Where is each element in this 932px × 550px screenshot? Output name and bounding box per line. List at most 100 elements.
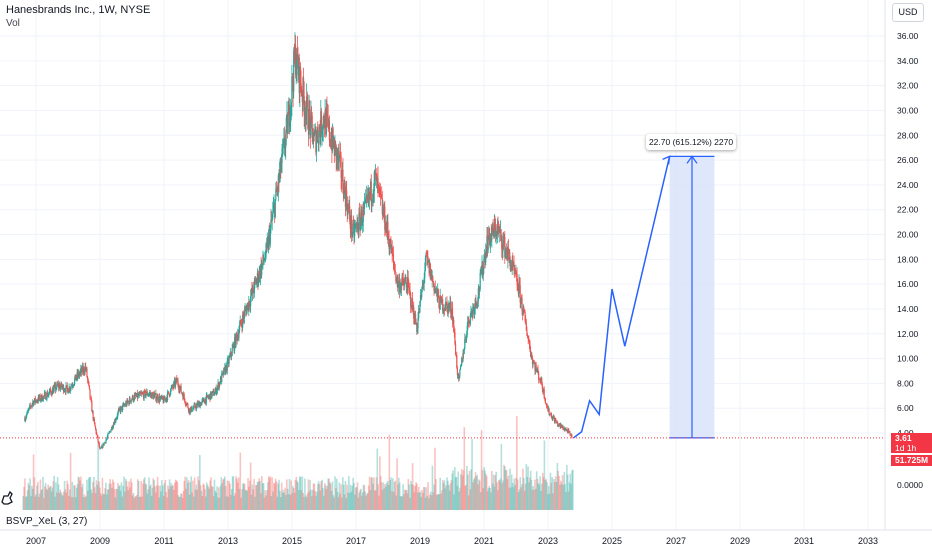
volume-bar bbox=[98, 481, 100, 510]
candle-body bbox=[135, 396, 137, 398]
volume-bar bbox=[76, 484, 79, 510]
volume-bar bbox=[480, 430, 483, 510]
volume-bar bbox=[485, 473, 487, 510]
candle-body bbox=[438, 297, 440, 308]
volume-bar bbox=[311, 489, 314, 510]
volume-bar bbox=[273, 482, 275, 510]
volume-bar bbox=[248, 486, 250, 510]
volume-bar bbox=[346, 484, 348, 510]
volume-bar bbox=[205, 482, 208, 510]
candle-body bbox=[360, 220, 362, 230]
candle-body bbox=[212, 390, 214, 392]
candle-body bbox=[309, 118, 311, 136]
volume-bar bbox=[32, 454, 35, 510]
volume-bar bbox=[286, 479, 288, 510]
volume-bar bbox=[519, 477, 522, 510]
volume-bar bbox=[560, 483, 563, 510]
volume-bar bbox=[274, 478, 277, 510]
volume-bar bbox=[491, 483, 494, 510]
candle-body bbox=[165, 397, 167, 401]
volume-bar bbox=[391, 491, 393, 510]
candle-body bbox=[557, 422, 559, 426]
candle-body bbox=[476, 304, 478, 306]
candle-body bbox=[431, 276, 433, 280]
candle-body bbox=[518, 281, 520, 294]
candle-body bbox=[30, 406, 32, 408]
volume-bar bbox=[544, 480, 547, 510]
volume-bar bbox=[223, 478, 225, 510]
candle-body bbox=[93, 418, 95, 420]
volume-bar bbox=[394, 480, 397, 510]
price-tick-label: 24.00 bbox=[897, 180, 919, 190]
candle-body bbox=[424, 258, 427, 271]
candle-body bbox=[255, 280, 257, 285]
volume-bar bbox=[50, 491, 53, 510]
candle-body bbox=[189, 408, 191, 414]
candle-body bbox=[487, 239, 489, 251]
candle-body bbox=[239, 320, 241, 325]
volume-bar bbox=[491, 470, 493, 510]
candle-body bbox=[433, 283, 435, 292]
candle-body bbox=[410, 293, 412, 307]
candle-body bbox=[272, 206, 275, 212]
candle-body bbox=[118, 408, 121, 409]
tradingview-logo-icon[interactable] bbox=[0, 488, 14, 508]
indicator-legend[interactable]: BSVP_XeL (3, 27) bbox=[6, 516, 88, 527]
volume-bar bbox=[54, 496, 56, 510]
volume-bar bbox=[224, 476, 226, 510]
candle-body bbox=[542, 388, 545, 393]
volume-bar bbox=[194, 489, 197, 510]
candle-body bbox=[32, 401, 35, 405]
candle-body bbox=[394, 266, 396, 271]
volume-bar bbox=[56, 477, 59, 510]
candle-body bbox=[562, 426, 564, 430]
candle-body bbox=[504, 236, 506, 258]
volume-bar bbox=[257, 481, 260, 510]
volume-bar bbox=[120, 482, 123, 510]
candle-body bbox=[551, 418, 553, 420]
candle-body bbox=[491, 224, 494, 233]
candle-body bbox=[130, 401, 132, 403]
volume-bar bbox=[472, 479, 475, 510]
volume-bar bbox=[301, 476, 304, 510]
candle-body bbox=[278, 175, 280, 182]
volume-bar bbox=[192, 480, 194, 510]
candle-body bbox=[277, 189, 279, 191]
volume-bar bbox=[438, 494, 441, 510]
candle-body bbox=[522, 310, 524, 315]
candle-body bbox=[96, 434, 99, 437]
candle-body bbox=[56, 383, 58, 389]
volume-bar bbox=[88, 476, 91, 510]
candle-body bbox=[279, 159, 281, 173]
candle-body bbox=[80, 368, 83, 373]
price-tick-label: 20.00 bbox=[897, 230, 919, 240]
candle-body bbox=[477, 288, 479, 302]
candle-body bbox=[348, 206, 350, 210]
candle-body bbox=[109, 431, 111, 433]
volume-bar bbox=[559, 484, 561, 510]
candle-body bbox=[495, 232, 497, 237]
symbol-title[interactable]: Hanesbrands Inc., 1W, NYSE bbox=[6, 4, 151, 16]
candle-body bbox=[254, 279, 256, 281]
candle-body bbox=[69, 388, 71, 391]
currency-button[interactable]: USD bbox=[892, 3, 924, 22]
volume-bar bbox=[53, 475, 56, 510]
candle-body bbox=[287, 114, 289, 134]
volume-legend-label: Vol bbox=[6, 18, 20, 29]
volume-bar bbox=[121, 496, 124, 510]
candle-body bbox=[309, 108, 311, 119]
candle-body bbox=[549, 414, 551, 416]
candle-body bbox=[502, 240, 504, 252]
time-tick-label: 2021 bbox=[474, 536, 494, 546]
price-tick-label: 18.00 bbox=[897, 254, 919, 264]
candle-body bbox=[313, 133, 315, 142]
candle-body bbox=[202, 398, 204, 400]
volume-bar bbox=[99, 493, 102, 510]
time-tick-label: 2017 bbox=[346, 536, 366, 546]
candle-body bbox=[429, 263, 431, 273]
volume-bar bbox=[478, 479, 480, 510]
volume-bar bbox=[73, 485, 75, 510]
candle-body bbox=[181, 392, 183, 394]
volume-bar bbox=[96, 484, 99, 510]
